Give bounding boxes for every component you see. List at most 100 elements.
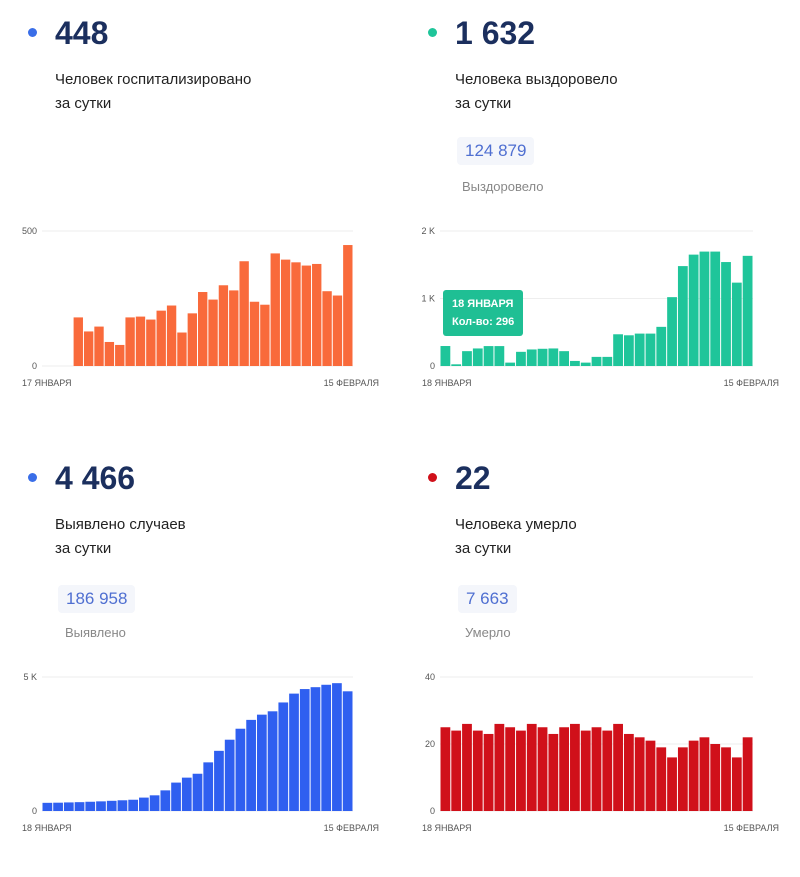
bar[interactable] (270, 253, 280, 366)
bar[interactable] (634, 737, 645, 811)
bar[interactable] (139, 797, 149, 811)
bar[interactable] (667, 757, 677, 811)
bar[interactable] (494, 346, 505, 366)
bar[interactable] (667, 297, 677, 366)
bar[interactable] (526, 349, 537, 366)
bar[interactable] (440, 346, 451, 366)
bar[interactable] (483, 733, 494, 811)
bar[interactable] (166, 305, 177, 366)
bar[interactable] (451, 364, 462, 366)
bar[interactable] (74, 802, 85, 811)
bar[interactable] (128, 799, 139, 811)
bar[interactable] (280, 259, 291, 366)
bar[interactable] (342, 691, 353, 811)
bar[interactable] (203, 762, 214, 811)
bar[interactable] (462, 723, 472, 811)
bar[interactable] (710, 744, 721, 811)
bar[interactable] (312, 263, 322, 366)
bar[interactable] (239, 261, 249, 366)
bar[interactable] (656, 326, 667, 366)
bar[interactable] (53, 802, 63, 811)
bar[interactable] (160, 790, 171, 811)
bar[interactable] (721, 747, 731, 811)
bar[interactable] (322, 291, 332, 366)
bar[interactable] (623, 733, 634, 811)
bar[interactable] (710, 251, 721, 366)
bar[interactable] (106, 800, 117, 811)
bar[interactable] (537, 727, 548, 811)
bar[interactable] (440, 727, 451, 811)
bar[interactable] (343, 245, 353, 366)
bar[interactable] (218, 285, 229, 366)
bar[interactable] (156, 310, 166, 366)
bar[interactable] (699, 737, 710, 811)
bar[interactable] (117, 800, 128, 811)
bar[interactable] (332, 683, 342, 811)
bar[interactable] (537, 348, 548, 366)
bar[interactable] (310, 687, 321, 811)
bar[interactable] (559, 351, 570, 366)
bar[interactable] (192, 773, 203, 811)
bar[interactable] (613, 334, 623, 366)
bar[interactable] (208, 299, 218, 366)
bar[interactable] (289, 693, 299, 811)
bar[interactable] (224, 739, 235, 811)
bar[interactable] (591, 727, 602, 811)
bar[interactable] (171, 782, 181, 811)
bar[interactable] (214, 750, 224, 811)
bar[interactable] (249, 301, 260, 366)
bar[interactable] (505, 727, 516, 811)
bar[interactable] (299, 689, 310, 811)
bar[interactable] (83, 331, 94, 366)
bar[interactable] (731, 282, 742, 366)
bar[interactable] (125, 317, 135, 366)
bar[interactable] (656, 747, 667, 811)
bar[interactable] (570, 360, 580, 366)
bar[interactable] (94, 326, 104, 366)
bar[interactable] (645, 740, 656, 811)
bar[interactable] (332, 295, 343, 366)
bar[interactable] (742, 737, 753, 811)
bar[interactable] (115, 344, 125, 366)
bar[interactable] (623, 335, 634, 366)
bar[interactable] (699, 251, 710, 366)
bar[interactable] (472, 730, 483, 811)
bar[interactable] (570, 723, 580, 811)
bar[interactable] (246, 719, 256, 811)
bar[interactable] (235, 728, 246, 811)
bar[interactable] (462, 351, 472, 366)
bar[interactable] (472, 348, 483, 366)
bar[interactable] (177, 332, 187, 366)
bar[interactable] (42, 802, 53, 811)
bar[interactable] (634, 333, 645, 366)
bar[interactable] (580, 362, 591, 366)
bar[interactable] (301, 265, 312, 366)
bar[interactable] (181, 777, 192, 811)
bar[interactable] (260, 304, 270, 366)
bar[interactable] (451, 730, 462, 811)
bar[interactable] (516, 730, 526, 811)
bar[interactable] (104, 341, 115, 366)
bar[interactable] (229, 290, 239, 366)
bar[interactable] (85, 801, 96, 811)
bar[interactable] (278, 702, 289, 811)
bar[interactable] (645, 333, 656, 366)
bar[interactable] (96, 801, 106, 811)
bar[interactable] (267, 711, 278, 811)
bar[interactable] (548, 733, 559, 811)
bar[interactable] (291, 262, 301, 366)
bar[interactable] (149, 795, 160, 811)
bar[interactable] (548, 348, 559, 366)
bar[interactable] (505, 362, 516, 366)
bar[interactable] (73, 317, 83, 366)
bar[interactable] (677, 747, 688, 811)
bar[interactable] (526, 723, 537, 811)
bar[interactable] (613, 723, 623, 811)
bar[interactable] (580, 730, 591, 811)
bar[interactable] (602, 356, 613, 366)
bar[interactable] (483, 346, 494, 366)
bar[interactable] (135, 316, 146, 366)
bar[interactable] (256, 714, 267, 811)
bar[interactable] (516, 351, 526, 366)
bar[interactable] (731, 757, 742, 811)
